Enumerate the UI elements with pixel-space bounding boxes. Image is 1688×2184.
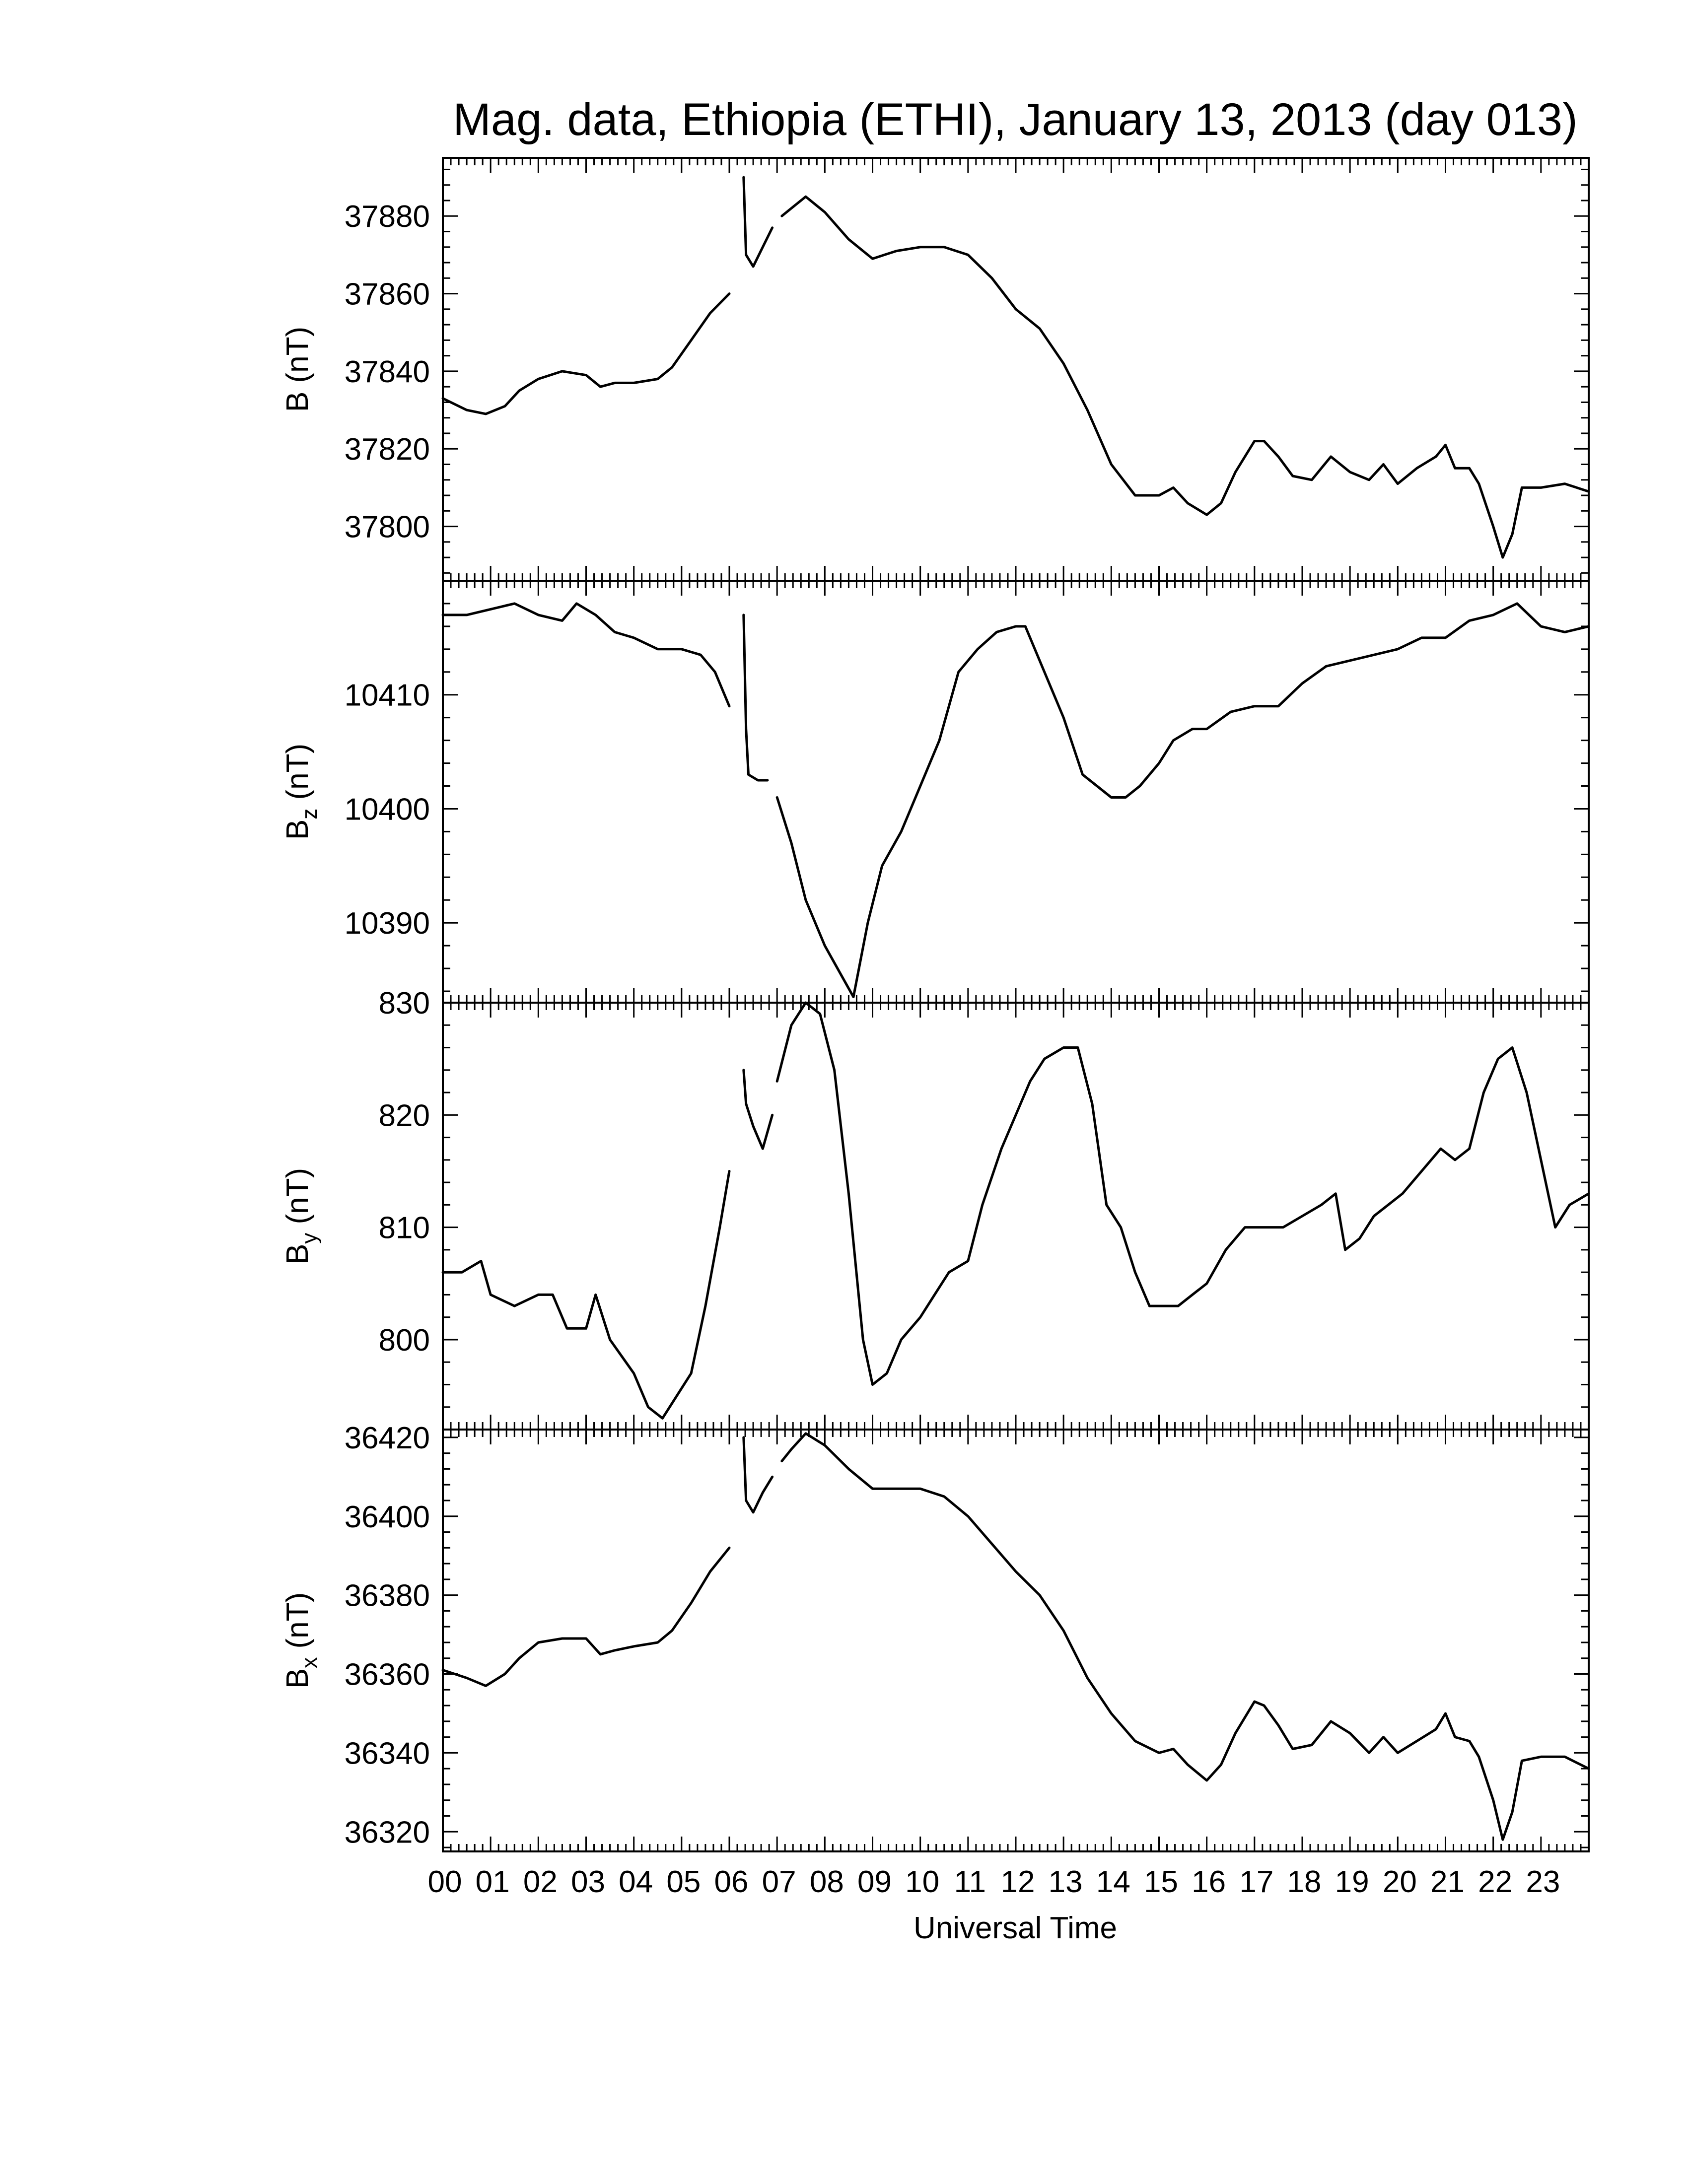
x-tick-label: 15 [1144, 1865, 1178, 1899]
panel-frame [442, 1002, 1590, 1431]
y-tick-label: 37840 [345, 355, 430, 389]
y-tick-label: 37880 [345, 200, 430, 234]
x-tick-label: 12 [1001, 1865, 1035, 1899]
data-trace [441, 292, 731, 415]
y-tick-label: 800 [379, 1323, 430, 1358]
panel-frame [442, 580, 1590, 1004]
panels-group: 37800 37820 37840 37860 37880 B (nT) 10390 1040… [281, 157, 1590, 1852]
x-tick-label: 22 [1478, 1865, 1512, 1899]
y-tick-label: 37800 [345, 510, 430, 545]
data-trace [742, 176, 774, 268]
y-tick-label: 36340 [345, 1736, 430, 1771]
y-axis-label-subscript: y [297, 1233, 322, 1244]
x-tick-label: 04 [619, 1865, 653, 1899]
data-trace [742, 1069, 774, 1150]
x-tick-label: 03 [571, 1865, 605, 1899]
y-tick-label: 37820 [345, 432, 430, 467]
panel-frame [442, 157, 1590, 582]
x-tick-label: 06 [714, 1865, 749, 1899]
x-tick-label: 05 [666, 1865, 701, 1899]
y-axis-label: Bx (nT) [281, 1592, 322, 1689]
y-tick-label: 36400 [345, 1500, 430, 1534]
y-axis-label-base: B [281, 819, 315, 840]
panel-4: 36320 36340 36360 36380 36400 36420 Bx (nT) [281, 1421, 1590, 1852]
x-tick-label: 21 [1430, 1865, 1465, 1899]
data-trace [780, 195, 1590, 559]
x-tick-label: 08 [810, 1865, 844, 1899]
chart-title: Mag. data, Ethiopia (ETHI), January 13, … [453, 94, 1577, 145]
y-tick-label: 36380 [345, 1579, 430, 1613]
y-axis-label-base: B [281, 1668, 315, 1689]
x-tick-label: 11 [954, 1865, 986, 1899]
x-tick-label: 20 [1383, 1865, 1417, 1899]
y-axis-label-base: B [281, 392, 315, 412]
panel-1: 37800 37820 37840 37860 37880 B (nT) [281, 157, 1590, 582]
y-axis-label: Bz (nT) [281, 744, 322, 840]
x-tick-labels: 00 01 02 03 04 05 06 07 08 09 10 11 12 13 14 15 16 17 18 19… [428, 1865, 1560, 1899]
x-tick-label: 23 [1526, 1865, 1560, 1899]
x-tick-label: 07 [762, 1865, 796, 1899]
x-tick-label: 00 [428, 1865, 462, 1899]
x-tick-label: 18 [1287, 1865, 1322, 1899]
y-axis-label-subscript: x [297, 1657, 322, 1668]
panel-2: 10390 10400 10410 Bz (nT) [281, 580, 1590, 1004]
y-axis-label-unit: (nT) [281, 1168, 315, 1233]
y-tick-label: 37860 [345, 277, 430, 312]
x-tick-label: 10 [905, 1865, 939, 1899]
y-tick-label: 10390 [345, 906, 430, 941]
panel-3: 800 810 820 830 By (nT) [281, 986, 1590, 1431]
y-axis-label-subscript: z [297, 809, 322, 819]
x-tick-label: 17 [1239, 1865, 1273, 1899]
x-tick-label: 16 [1192, 1865, 1226, 1899]
x-tick-label: 02 [523, 1865, 558, 1899]
y-axis-label: B (nT) [281, 327, 315, 412]
data-trace [775, 1001, 1590, 1386]
data-trace [780, 1432, 1590, 1841]
y-axis-label-base: B [281, 1244, 315, 1264]
y-tick-label: 830 [379, 986, 430, 1021]
x-tick-label: 13 [1049, 1865, 1083, 1899]
data-trace [742, 614, 769, 782]
x-tick-label: 14 [1096, 1865, 1130, 1899]
x-tick-label: 01 [476, 1865, 510, 1899]
panel-frame [442, 1429, 1590, 1852]
y-tick-label: 36320 [345, 1815, 430, 1849]
y-tick-label: 36420 [345, 1421, 430, 1455]
data-trace [441, 602, 731, 708]
y-axis-label-unit: (nT) [281, 744, 315, 809]
y-tick-label: 810 [379, 1211, 430, 1245]
data-trace [742, 1436, 774, 1514]
y-axis-label-unit: (nT) [281, 327, 315, 392]
data-trace [441, 1170, 731, 1420]
x-axis-label: Universal Time [914, 1911, 1117, 1945]
y-tick-label: 820 [379, 1098, 430, 1133]
y-tick-label: 36360 [345, 1658, 430, 1692]
y-axis-label-unit: (nT) [281, 1592, 315, 1657]
y-tick-label: 10400 [345, 792, 430, 826]
data-trace [441, 1546, 731, 1687]
y-axis-label: By (nT) [281, 1168, 322, 1264]
x-tick-label: 09 [857, 1865, 892, 1899]
data-trace [775, 602, 1590, 998]
x-tick-label: 19 [1335, 1865, 1369, 1899]
y-tick-label: 10410 [345, 679, 430, 713]
